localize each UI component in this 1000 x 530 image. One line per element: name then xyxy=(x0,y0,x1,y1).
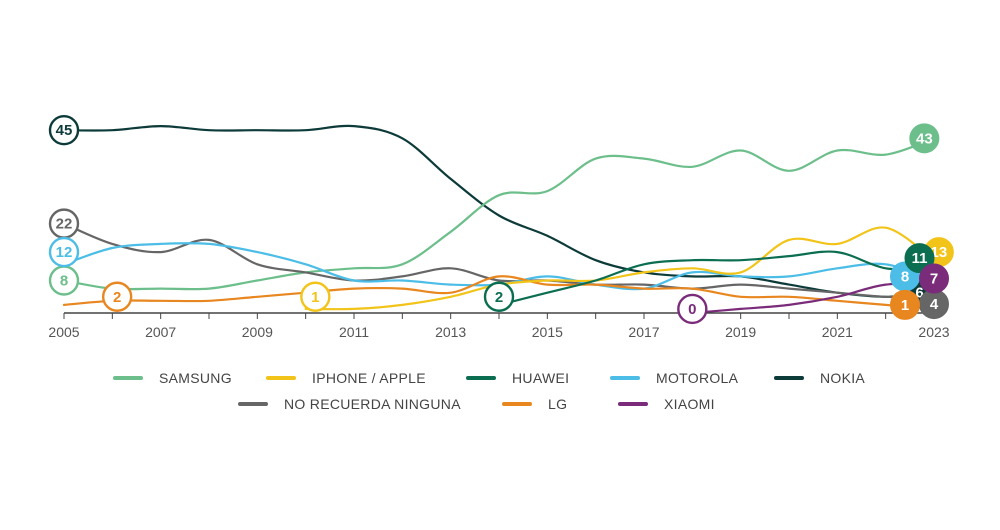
start-badge-iphone-apple: 1 xyxy=(300,281,331,312)
start-badge-nokia: 45 xyxy=(48,114,80,146)
legend-label: NO RECUERDA NINGUNA xyxy=(284,396,461,412)
series-line-lg xyxy=(62,275,936,310)
badge-value: 4 xyxy=(930,296,939,313)
x-tick-label: 2009 xyxy=(242,324,273,340)
start-badge-huawei: 2 xyxy=(483,281,515,312)
badge-value: 1 xyxy=(311,289,319,306)
legend-label: MOTOROLA xyxy=(656,370,739,386)
badge-value: 13 xyxy=(930,244,947,261)
badge-circle xyxy=(890,289,920,320)
badge-circle xyxy=(101,281,133,312)
start-badge-motorola: 12 xyxy=(48,236,80,268)
end-badge-samsung: 43 xyxy=(909,123,940,154)
x-tick-label: 2021 xyxy=(822,324,853,340)
start-badge-samsung: 8 xyxy=(48,265,80,296)
start-badge-lg: 2 xyxy=(101,281,133,312)
end-badge-xiaomi: 7 xyxy=(919,263,949,294)
badge-circle xyxy=(909,123,940,154)
legend-item-no-recuerda-ninguna: NO RECUERDA NINGUNA xyxy=(238,396,461,412)
badge-value: 2 xyxy=(495,289,503,306)
x-tick-label: 2007 xyxy=(145,324,176,340)
legend: SAMSUNG IPHONE / APPLE HUAWEI MOTOROLA NOKIA… xyxy=(113,370,865,412)
badge-circle xyxy=(677,293,708,325)
x-tick-label: 2005 xyxy=(48,324,79,340)
badge-circle xyxy=(48,114,80,146)
badge-circle xyxy=(904,243,935,274)
badge-value: 6 xyxy=(915,285,923,302)
badge-value: 11 xyxy=(912,250,928,267)
x-tick-label: 2013 xyxy=(435,324,466,340)
x-tick-label: 2011 xyxy=(339,324,369,340)
badge-value: 0 xyxy=(688,301,696,318)
legend-label: LG xyxy=(548,396,567,412)
legend-item-samsung: SAMSUNG xyxy=(113,370,232,386)
series-line-nokia xyxy=(62,124,936,298)
badge-value: 7 xyxy=(930,270,938,287)
x-tick-label: 2015 xyxy=(532,324,563,340)
legend-label: HUAWEI xyxy=(512,370,569,386)
badge-value: 8 xyxy=(901,268,909,285)
series-lines xyxy=(62,124,936,315)
start-badge-no-recuerda-ninguna: 22 xyxy=(48,208,80,239)
legend-item-xiaomi: XIAOMI xyxy=(618,396,715,412)
x-axis: 2005 2007 2009 2011 2013 2015 2017 2019 2021 2023 xyxy=(48,312,950,340)
badge-value: 1 xyxy=(901,297,909,314)
series-line-huawei xyxy=(497,250,936,306)
legend-item-huawei: HUAWEI xyxy=(466,370,569,386)
legend-label: XIAOMI xyxy=(664,396,715,412)
legend-item-iphone-apple: IPHONE / APPLE xyxy=(266,370,426,386)
badge-value: 12 xyxy=(56,244,73,261)
badge-circle xyxy=(919,263,949,294)
badge-value: 22 xyxy=(56,216,73,233)
series-line-xiaomi xyxy=(691,282,936,315)
series-line-iphone-apple xyxy=(304,226,936,311)
legend-item-nokia: NOKIA xyxy=(774,370,865,386)
legend-label: SAMSUNG xyxy=(159,370,232,386)
badge-value: 45 xyxy=(56,122,73,139)
end-badge-lg: 1 xyxy=(890,289,920,320)
badge-value: 2 xyxy=(113,289,121,306)
badge-circle xyxy=(483,281,515,312)
series-line-no-recuerda-ninguna xyxy=(62,222,936,299)
legend-item-motorola: MOTOROLA xyxy=(610,370,739,386)
legend-item-lg: LG xyxy=(502,396,567,412)
legend-label: NOKIA xyxy=(820,370,865,386)
start-badge-xiaomi: 0 xyxy=(677,293,708,325)
x-tick-label: 2023 xyxy=(918,324,949,340)
end-badge-no-recuerda-ninguna: 4 xyxy=(919,289,949,320)
series-line-samsung xyxy=(62,137,936,291)
end-badge-huawei: 11 xyxy=(904,243,935,274)
x-tick-label: 2017 xyxy=(628,324,659,340)
legend-label: IPHONE / APPLE xyxy=(312,370,426,386)
badge-circle xyxy=(48,236,80,268)
badge-value: 8 xyxy=(60,273,68,290)
badge-value: 43 xyxy=(916,130,933,147)
x-tick-label: 2019 xyxy=(725,324,756,340)
badge-circle xyxy=(300,281,331,312)
